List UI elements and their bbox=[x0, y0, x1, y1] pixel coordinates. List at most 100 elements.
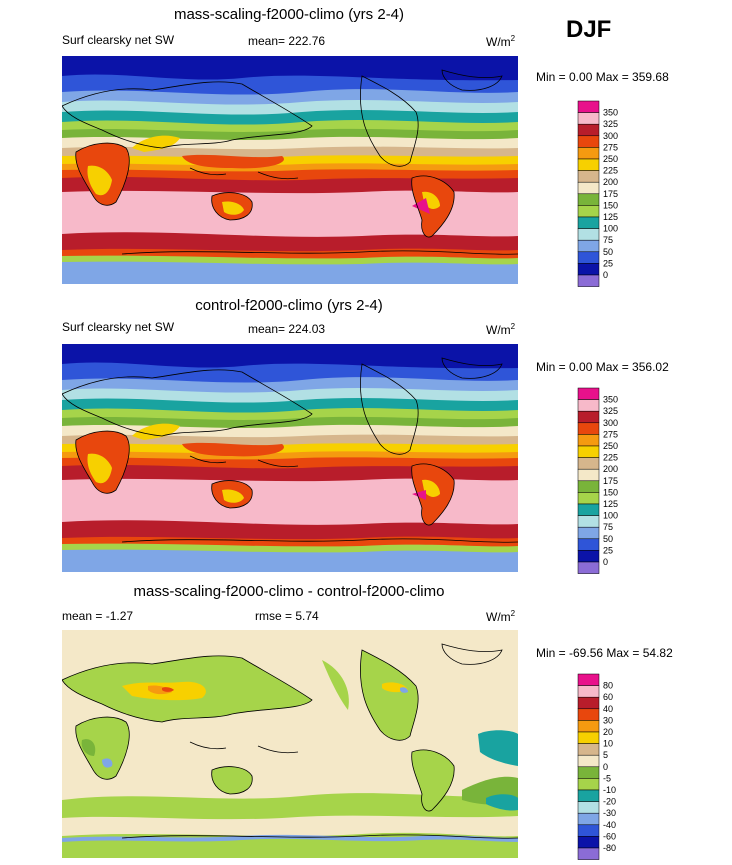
colorbar-swatch bbox=[577, 263, 600, 276]
colorbar-swatch bbox=[577, 123, 600, 137]
colorbar-tick-label: 30 bbox=[603, 715, 613, 725]
panel-1-minmax: Min = 0.00 Max = 359.68 bbox=[536, 70, 669, 84]
panel-3-minmax: Min = -69.56 Max = 54.82 bbox=[536, 646, 673, 660]
colorbar-swatch bbox=[577, 147, 600, 160]
colorbar-tick-label: 25 bbox=[603, 545, 613, 555]
colorbar-tick-label: -20 bbox=[603, 797, 616, 807]
colorbar-tick-label: 50 bbox=[603, 534, 613, 544]
season-label: DJF bbox=[566, 16, 612, 43]
colorbar-tick-label: 325 bbox=[603, 119, 618, 129]
colorbar-swatch bbox=[577, 205, 600, 218]
colorbar-swatch bbox=[577, 515, 600, 528]
colorbar-swatch bbox=[577, 824, 600, 837]
colorbar-swatch bbox=[577, 445, 600, 458]
colorbar-tick-label: 175 bbox=[603, 189, 618, 199]
panel-1-title: mass-scaling-f2000-climo (yrs 2-4) bbox=[173, 6, 405, 23]
colorbar-tick-label: 75 bbox=[603, 235, 613, 245]
colorbar-swatch bbox=[577, 789, 600, 802]
colorbar-swatch bbox=[577, 158, 600, 171]
panel-3-map bbox=[62, 630, 518, 858]
colorbar-swatch bbox=[577, 387, 600, 400]
colorbar-swatch bbox=[577, 801, 600, 814]
colorbar-tick-label: 25 bbox=[603, 258, 613, 268]
colorbar-tick-label: 350 bbox=[603, 395, 618, 405]
colorbar-tick-label: 300 bbox=[603, 131, 618, 141]
colorbar-tick-label: 175 bbox=[603, 476, 618, 486]
colorbar-swatch bbox=[577, 399, 600, 412]
colorbar-tick-label: -80 bbox=[603, 843, 616, 853]
colorbar-swatch bbox=[577, 135, 600, 148]
colorbar-swatch bbox=[577, 720, 600, 733]
colorbar-swatch bbox=[577, 492, 600, 505]
colorbar-tick-label: 225 bbox=[603, 453, 618, 463]
colorbar-tick-label: 300 bbox=[603, 418, 618, 428]
panel-2-stat-label: mean= 224.03 bbox=[248, 322, 326, 336]
panel-2-minmax: Min = 0.00 Max = 356.02 bbox=[536, 360, 669, 374]
colorbar-tick-label: 100 bbox=[603, 511, 618, 521]
colorbar-tick-label: 350 bbox=[603, 108, 618, 118]
colorbar-swatch bbox=[577, 731, 600, 744]
colorbar-swatch bbox=[577, 550, 600, 563]
colorbar-swatch bbox=[577, 480, 600, 493]
panel-1-units: W/m2 bbox=[486, 34, 516, 49]
colorbar-swatch bbox=[577, 251, 600, 264]
colorbar-tick-label: 5 bbox=[603, 750, 608, 760]
colorbar-swatch bbox=[577, 685, 600, 698]
colorbar-tick-label: 125 bbox=[603, 212, 618, 222]
colorbar-swatch bbox=[577, 239, 600, 253]
colorbar-tick-label: 100 bbox=[603, 224, 618, 234]
colorbar-swatch bbox=[577, 673, 600, 686]
colorbar-tick-label: 250 bbox=[603, 441, 618, 451]
colorbar-tick-label: 275 bbox=[603, 142, 618, 152]
panel-2-left-label: Surf clearsky net SW bbox=[62, 320, 175, 334]
colorbar-swatch bbox=[577, 696, 600, 710]
panel-3-title: mass-scaling-f2000-climo - control-f2000… bbox=[133, 583, 445, 600]
colorbar-swatch bbox=[577, 193, 600, 206]
colorbar-swatch bbox=[577, 561, 600, 574]
panel-3-stat-label: rmse = 5.74 bbox=[255, 609, 319, 623]
colorbar-swatch bbox=[577, 457, 600, 470]
colorbar-swatch bbox=[577, 112, 600, 125]
colorbar-swatch bbox=[577, 410, 600, 424]
colorbar-tick-label: 40 bbox=[603, 704, 613, 714]
colorbar-tick-label: 10 bbox=[603, 739, 613, 749]
colorbar-swatch bbox=[577, 434, 600, 447]
colorbar-tick-label: 200 bbox=[603, 177, 618, 187]
colorbar-tick-label: 0 bbox=[603, 557, 608, 567]
colorbar-swatch bbox=[577, 503, 600, 516]
panel-1-map bbox=[62, 56, 518, 284]
colorbar-swatch bbox=[577, 778, 600, 791]
colorbar-swatch bbox=[577, 422, 600, 435]
panel-2-title: control-f2000-climo (yrs 2-4) bbox=[195, 297, 383, 314]
colorbar-tick-label: 225 bbox=[603, 166, 618, 176]
panel-1-stat-label: mean= 222.76 bbox=[248, 34, 326, 48]
colorbar-tick-label: 0 bbox=[603, 762, 608, 772]
colorbar-tick-label: 150 bbox=[603, 487, 618, 497]
colorbar-tick-label: 200 bbox=[603, 464, 618, 474]
colorbar-swatch bbox=[577, 216, 600, 229]
panel-3-left-label: mean = -1.27 bbox=[62, 609, 134, 623]
colorbar-swatch bbox=[577, 766, 600, 779]
colorbar-swatch bbox=[577, 468, 600, 482]
colorbar-tick-label: 0 bbox=[603, 270, 608, 280]
colorbar-swatch bbox=[577, 743, 600, 756]
panel-3-units: W/m2 bbox=[486, 609, 516, 624]
colorbar-tick-label: 125 bbox=[603, 499, 618, 509]
colorbar-tick-label: 150 bbox=[603, 200, 618, 210]
panel-2-map bbox=[62, 344, 518, 572]
colorbar-swatch bbox=[577, 847, 600, 860]
colorbar-tick-label: 275 bbox=[603, 429, 618, 439]
colorbar-swatch bbox=[577, 274, 600, 287]
colorbar-tick-label: -5 bbox=[603, 773, 611, 783]
colorbar-swatch bbox=[577, 538, 600, 551]
colorbar-swatch bbox=[577, 812, 600, 826]
colorbar-tick-label: 325 bbox=[603, 406, 618, 416]
colorbar-swatch bbox=[577, 708, 600, 721]
colorbar-tick-label: 50 bbox=[603, 247, 613, 257]
colorbar-tick-label: 80 bbox=[603, 681, 613, 691]
panel-2-units: W/m2 bbox=[486, 322, 516, 337]
colorbar-tick-label: -40 bbox=[603, 820, 616, 830]
